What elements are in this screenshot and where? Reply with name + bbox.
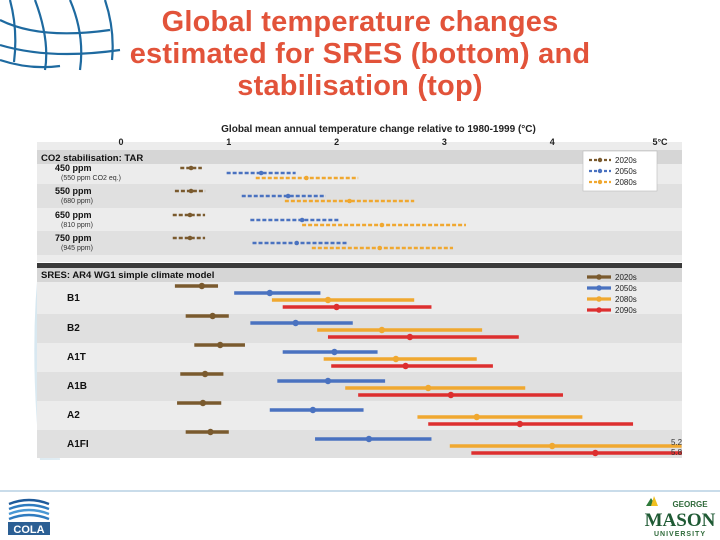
top-panel-header: [37, 150, 682, 164]
bottom-r2020-marker-3: [201, 370, 209, 378]
bottom-r2080-marker-2: [392, 355, 400, 363]
title-line-3: stabilisation (top): [237, 70, 483, 102]
top-r2050-marker-1: [285, 193, 291, 199]
top-row-label-1: 550 ppm: [55, 186, 92, 196]
bottom-r2050-marker-0: [266, 289, 273, 297]
mason-logo-top: GEORGE: [672, 500, 708, 509]
top-panel-title: CO2 stabilisation: TAR: [41, 153, 143, 164]
mason-logo-main: MASON: [645, 510, 716, 531]
top-r2020-marker-1: [188, 188, 194, 194]
cola-logo-text: COLA: [13, 524, 44, 536]
x-tick-label-4: 4: [550, 137, 555, 147]
panel-divider: [37, 263, 682, 268]
top-r2020-marker-0: [188, 165, 194, 171]
top-r2080-marker-0: [304, 175, 309, 181]
globe-grid-icon: [0, 0, 121, 71]
bottom-row-label-1: B2: [67, 323, 80, 334]
bottom-r2080-marker-4: [473, 413, 480, 421]
bottom-r2090-marker-3: [447, 391, 455, 399]
annotation-5-8: 5.8: [671, 448, 682, 457]
bottom-row-label-2: A1T: [67, 352, 86, 363]
x-tick-label-5: 5°C: [652, 137, 668, 147]
bottom-row-label-4: A2: [67, 410, 80, 421]
top-row-band: [37, 184, 682, 208]
bottom-r2090-marker-1: [406, 333, 414, 341]
george-mason-logo: GEORGE MASON UNIVERSITY: [645, 496, 716, 538]
bottom-legend-label-0: 2020s: [615, 273, 637, 282]
top-legend-label-2: 2080s: [615, 178, 637, 187]
top-r2080-marker-3: [377, 245, 383, 251]
bottom-panel-background: [37, 267, 682, 458]
top-legend-label-1: 2050s: [615, 167, 637, 176]
top-r2050-marker-3: [294, 240, 300, 246]
bottom-row-label-5: A1FI: [67, 439, 89, 450]
bottom-r2090-marker-4: [516, 420, 524, 428]
chart-title: Global mean annual temperature change re…: [221, 124, 536, 135]
bottom-legend-label-3: 2090s: [615, 306, 637, 315]
bottom-legend-label-1: 2050s: [615, 284, 637, 293]
bottom-legend: 2020s 2050s 2080s 2090s: [587, 273, 637, 315]
annotation-5-2: 5.2: [671, 438, 682, 447]
bottom-r2080-marker-5: [549, 442, 556, 450]
bottom-r2080-marker-0: [324, 296, 332, 304]
bottom-r2050-marker-2: [331, 348, 338, 356]
temperature-chart: Global mean annual temperature change re…: [37, 120, 682, 458]
bottom-r2020-marker-2: [216, 341, 224, 349]
bottom-r2080-marker-1: [378, 326, 386, 334]
bottom-r2050-marker-4: [309, 406, 317, 414]
top-r2050-marker-2: [299, 217, 305, 223]
x-tick-label-1: 1: [226, 137, 231, 147]
bottom-r2080-marker-3: [425, 384, 432, 392]
bottom-r2090-marker-2: [402, 362, 409, 370]
title-line-1: Global temperature changes: [161, 6, 559, 38]
bottom-r2020-marker-5: [207, 428, 214, 436]
top-legend-dot-2: [597, 179, 603, 185]
top-legend: 2020s 2050s 2080s: [582, 150, 658, 192]
bottom-legend-dot-0: [596, 274, 602, 280]
bottom-r2020-marker-4: [199, 399, 207, 407]
top-row-label-2: 650 ppm: [55, 210, 92, 220]
bottom-panel-header: [37, 268, 682, 282]
cola-logo: COLA: [8, 498, 50, 536]
title-line-2: estimated for SRES (bottom) and: [129, 38, 591, 70]
top-legend-dot-1: [597, 168, 603, 174]
top-row-label-0: 450 ppm: [55, 163, 92, 173]
bottom-legend-dot-3: [596, 307, 602, 313]
bottom-r2050-marker-5: [365, 435, 373, 443]
top-row-label-3: 750 ppm: [55, 233, 92, 243]
top-row-band: [37, 231, 682, 255]
bottom-r2020-marker-1: [209, 312, 216, 320]
x-tick-label-3: 3: [442, 137, 447, 147]
slide-title: Global temperature changes estimated for…: [60, 6, 660, 102]
top-r2080-marker-2: [379, 222, 385, 228]
bottom-row-label-0: B1: [67, 293, 80, 304]
bottom-legend-label-2: 2080s: [615, 295, 637, 304]
top-row-sublabel-3: (945 ppm): [61, 245, 93, 252]
top-legend-label-0: 2020s: [615, 156, 637, 165]
bottom-legend-dot-1: [596, 285, 602, 291]
top-row-sublabel-0: (550 ppm CO2 eq.): [61, 175, 121, 182]
bottom-legend-dot-2: [596, 296, 602, 302]
top-r2020-marker-3: [187, 235, 193, 241]
bottom-r2020-marker-0: [198, 282, 206, 290]
bottom-r2090-marker-5: [592, 449, 599, 457]
top-legend-dot-0: [597, 157, 603, 163]
bottom-row-label-3: A1B: [67, 381, 87, 392]
bottom-r2090-marker-0: [333, 303, 340, 311]
bottom-r2050-marker-3: [324, 377, 332, 385]
top-r2080-marker-1: [347, 198, 352, 204]
bottom-r2050-marker-1: [292, 319, 299, 327]
mason-logo-bottom: UNIVERSITY: [654, 531, 706, 538]
x-tick-label-2: 2: [334, 137, 339, 147]
top-r2050-marker-0: [258, 170, 264, 176]
bottom-panel-title: SRES: AR4 WG1 simple climate model: [41, 270, 214, 281]
top-row-sublabel-1: (680 ppm): [61, 198, 93, 205]
top-row-sublabel-2: (810 ppm): [61, 222, 93, 229]
top-r2020-marker-2: [187, 212, 193, 218]
x-tick-label-0: 0: [118, 137, 123, 147]
